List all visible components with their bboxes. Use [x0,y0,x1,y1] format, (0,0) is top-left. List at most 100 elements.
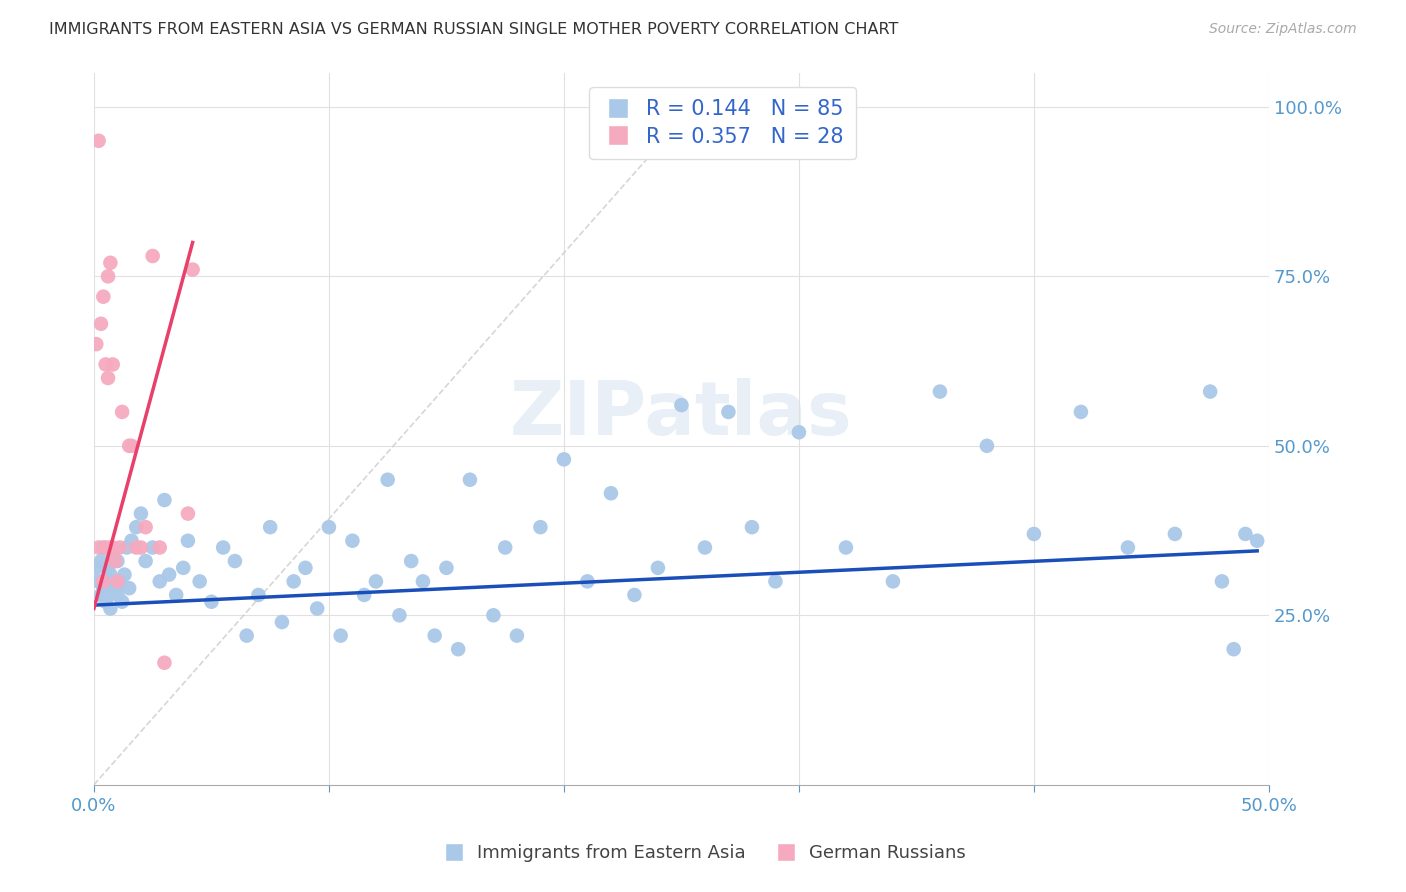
Point [91,541,114,555]
Point [576,574,599,589]
Point [101,541,124,555]
Point [717,405,740,419]
Point [84,337,107,351]
Point [153,493,176,508]
Point [1199,384,1222,399]
Text: Source: ZipAtlas.com: Source: ZipAtlas.com [1209,22,1357,37]
Point [283,574,305,589]
Point [90,317,112,331]
Point [142,249,165,263]
Point [165,588,187,602]
Point [307,601,329,615]
Point [553,452,575,467]
Point [200,595,222,609]
Point [94,358,117,372]
Point [107,588,129,602]
Point [177,533,200,548]
Point [104,554,127,568]
Point [125,541,148,555]
Point [84,561,107,575]
Point [129,541,152,555]
Point [177,507,200,521]
Point [111,405,134,419]
Point [142,541,165,555]
Point [494,541,516,555]
Legend: Immigrants from Eastern Asia, German Russians: Immigrants from Eastern Asia, German Rus… [433,838,973,870]
Point [1234,527,1257,541]
Point [447,642,470,657]
Point [100,256,122,270]
Point [882,574,904,589]
Point [412,574,434,589]
Point [976,439,998,453]
Point [1164,527,1187,541]
Point [671,398,693,412]
Point [353,588,375,602]
Point [115,541,138,555]
Point [647,561,669,575]
Point [1222,642,1244,657]
Point [212,541,235,555]
Point [149,574,172,589]
Point [90,588,112,602]
Point [188,574,211,589]
Point [97,561,120,575]
Point [765,574,787,589]
Point [125,520,148,534]
Point [101,574,124,589]
Point [1246,533,1268,548]
Point [157,567,180,582]
Point [121,533,143,548]
Point [101,547,124,561]
Point [87,134,110,148]
Point [181,262,204,277]
Point [787,425,810,440]
Point [506,629,529,643]
Point [91,581,114,595]
Point [94,541,117,555]
Point [482,608,505,623]
Point [94,595,117,609]
Point [377,473,399,487]
Point [929,384,952,399]
Point [118,439,141,453]
Point [259,520,281,534]
Point [529,520,551,534]
Text: ZIPatlas: ZIPatlas [510,378,853,451]
Point [423,629,446,643]
Point [87,574,110,589]
Point [600,486,623,500]
Point [90,554,112,568]
Point [342,533,364,548]
Point [1070,405,1092,419]
Point [107,574,129,589]
Point [294,561,316,575]
Point [623,588,645,602]
Point [97,588,120,602]
Point [91,574,114,589]
Point [118,581,141,595]
Point [87,541,110,555]
Point [271,615,294,629]
Point [114,567,136,582]
Point [149,541,172,555]
Point [153,656,176,670]
Point [436,561,458,575]
Text: IMMIGRANTS FROM EASTERN ASIA VS GERMAN RUSSIAN SINGLE MOTHER POVERTY CORRELATION: IMMIGRANTS FROM EASTERN ASIA VS GERMAN R… [49,22,898,37]
Point [1116,541,1139,555]
Point [1022,527,1045,541]
Point [101,358,124,372]
Point [693,541,716,555]
Point [94,574,117,589]
Point [108,574,131,589]
Point [399,554,422,568]
Point [129,507,152,521]
Point [247,588,270,602]
Point [108,541,131,555]
Point [318,520,340,534]
Point [97,371,120,385]
Point [97,269,120,284]
Point [458,473,481,487]
Point [135,520,157,534]
Point [172,561,194,575]
